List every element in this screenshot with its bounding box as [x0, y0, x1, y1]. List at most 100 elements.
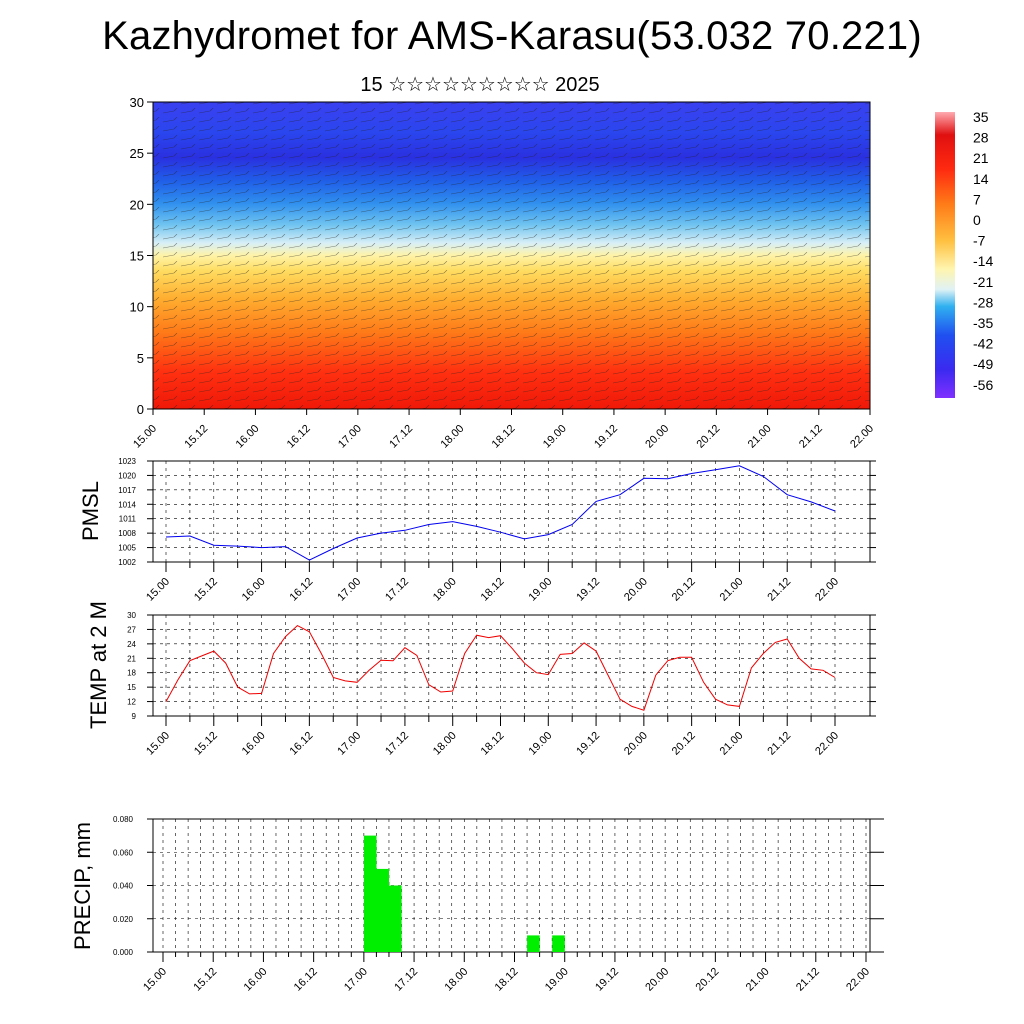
x-tick-label-17.12: 17.12: [387, 423, 415, 451]
x-tick-label-22.00: 22.00: [848, 423, 876, 451]
colorbar-gradient: [935, 112, 955, 398]
x-tick-label-15.12: 15.12: [192, 576, 220, 604]
y-tick-label-1020: 1020: [118, 471, 136, 480]
y-tick-label-18: 18: [127, 669, 136, 678]
x-tick-label-16.00: 16.00: [240, 730, 268, 758]
pmsl-grid: [153, 461, 870, 562]
x-tick-label-18.00: 18.00: [442, 966, 470, 994]
precip-panel: 0.000 0.020 0.040 0.060 0.080 15.00 15.12 16.00…: [70, 815, 884, 994]
colorbar-label--28: -28: [973, 294, 993, 310]
y-tick-label-5: 5: [137, 351, 144, 366]
x-tick-label-20.00: 20.00: [643, 966, 671, 994]
x-tick-label-19.00: 19.00: [526, 730, 554, 758]
x-tick-label-16.12: 16.12: [292, 966, 320, 994]
precip-bar-17.06: [389, 885, 402, 952]
precip-bar-17.00: [363, 835, 377, 952]
y-tick-label-15: 15: [130, 249, 144, 264]
x-tick-label-16.00: 16.00: [242, 966, 270, 994]
colorbar-label--14: -14: [973, 253, 993, 269]
temp-panel: 9 12 15 18 21 24 27 30 15.00 15.12 16.00 16.12 17.00…: [86, 601, 876, 758]
y-tick-label-0.060: 0.060: [113, 848, 134, 857]
x-tick-label-18.00: 18.00: [431, 576, 459, 604]
y-tick-label-30: 30: [130, 95, 144, 110]
precip-bar-18.21: [552, 935, 565, 952]
x-tick-label-20.00: 20.00: [643, 423, 671, 451]
x-tick-label-15.12: 15.12: [182, 423, 210, 451]
x-tick-label-17.00: 17.00: [335, 730, 363, 758]
x-tick-label-16.00: 16.00: [240, 576, 268, 604]
temp-grid: [153, 615, 870, 716]
y-tick-label-21: 21: [127, 654, 136, 663]
wind-barbs-layer: [153, 102, 870, 409]
x-tick-label-21.12: 21.12: [765, 576, 793, 604]
y-tick-label-1008: 1008: [118, 529, 136, 538]
x-tick-label-15.00: 15.00: [144, 730, 172, 758]
x-tick-label-21.00: 21.00: [744, 966, 772, 994]
x-tick-label-18.00: 18.00: [438, 423, 466, 451]
temp-frame: [152, 614, 871, 717]
colorbar-label-14: 14: [973, 171, 989, 187]
x-tick-label-19.12: 19.12: [592, 423, 620, 451]
precip-bar-17.03: [376, 868, 389, 952]
y-tick-label-0: 0: [137, 402, 144, 417]
colorbar-labels: 35 28 21 14 7 0 -7 -14 -21 -28 -35 -42 -49 -56: [973, 109, 993, 393]
x-tick-label-21.12: 21.12: [765, 730, 793, 758]
y-tick-label-12: 12: [127, 698, 136, 707]
colorbar-label-28: 28: [973, 130, 989, 146]
x-tick-label-19.12: 19.12: [574, 576, 602, 604]
y-tick-label-27: 27: [127, 625, 136, 634]
y-tick-label-0.040: 0.040: [113, 882, 134, 891]
colorbar-label--42: -42: [973, 336, 993, 352]
x-tick-label-22.00: 22.00: [844, 966, 872, 994]
x-tick-label-17.00: 17.00: [336, 423, 364, 451]
x-tick-label-18.12: 18.12: [493, 966, 521, 994]
colorbar-label-21: 21: [973, 150, 989, 166]
y-tick-label-10: 10: [130, 300, 144, 315]
colorbar-label-7: 7: [973, 191, 981, 207]
pmsl-series-line: [165, 465, 836, 561]
y-tick-label-25: 25: [130, 146, 144, 161]
y-tick-label-30: 30: [127, 611, 136, 620]
x-tick-label-21.00: 21.00: [718, 730, 746, 758]
x-tick-label-20.12: 20.12: [694, 966, 722, 994]
x-tick-label-15.12: 15.12: [192, 730, 220, 758]
pmsl-ylabel: PMSL: [78, 481, 103, 541]
x-tick-label-17.00: 17.00: [335, 576, 363, 604]
x-tick-label-19.00: 19.00: [541, 423, 569, 451]
x-tick-label-17.12: 17.12: [383, 730, 411, 758]
x-tick-label-21.00: 21.00: [746, 423, 774, 451]
x-tick-label-21.12: 21.12: [794, 966, 822, 994]
x-tick-label-21.12: 21.12: [797, 423, 825, 451]
x-tick-label-20.12: 20.12: [695, 423, 723, 451]
y-tick-label-0.000: 0.000: [113, 948, 134, 957]
x-tick-label-19.12: 19.12: [574, 730, 602, 758]
y-tick-label-24: 24: [127, 640, 136, 649]
y-tick-label-1005: 1005: [118, 544, 136, 553]
x-tick-label-15.00: 15.00: [141, 966, 169, 994]
colorbar-label-35: 35: [973, 109, 989, 125]
x-tick-label-18.12: 18.12: [490, 423, 518, 451]
x-tick-label-19.12: 19.12: [593, 966, 621, 994]
x-tick-label-20.12: 20.12: [670, 576, 698, 604]
x-tick-label-20.00: 20.00: [622, 576, 650, 604]
x-tick-label-22.00: 22.00: [813, 576, 841, 604]
x-tick-label-21.00: 21.00: [718, 576, 746, 604]
y-tick-label-1002: 1002: [118, 558, 136, 567]
x-tick-label-22.00: 22.00: [813, 730, 841, 758]
x-tick-label-18.12: 18.12: [479, 576, 507, 604]
x-tick-label-15.00: 15.00: [144, 576, 172, 604]
colorbar-label--35: -35: [973, 315, 993, 331]
x-tick-label-20.12: 20.12: [670, 730, 698, 758]
x-tick-label-17.00: 17.00: [342, 966, 370, 994]
precip-grid: [153, 819, 870, 952]
x-tick-label-16.12: 16.12: [288, 576, 316, 604]
colorbar: 35 28 21 14 7 0 -7 -14 -21 -28 -35 -42 -49 -56: [935, 109, 993, 398]
precip-bars: [363, 835, 565, 952]
temp-series-line: [165, 624, 836, 711]
y-tick-label-1023: 1023: [118, 457, 136, 466]
chart-title: Kazhydromet for AMS-Karasu(53.032 70.221…: [102, 14, 922, 58]
x-tick-label-17.12: 17.12: [392, 966, 420, 994]
x-tick-label-15.00: 15.00: [131, 423, 159, 451]
cross-section-panel: 0 5 10 15 20 25 30 15.00 15.12 16.00 16.12 17.00 17…: [130, 95, 877, 451]
